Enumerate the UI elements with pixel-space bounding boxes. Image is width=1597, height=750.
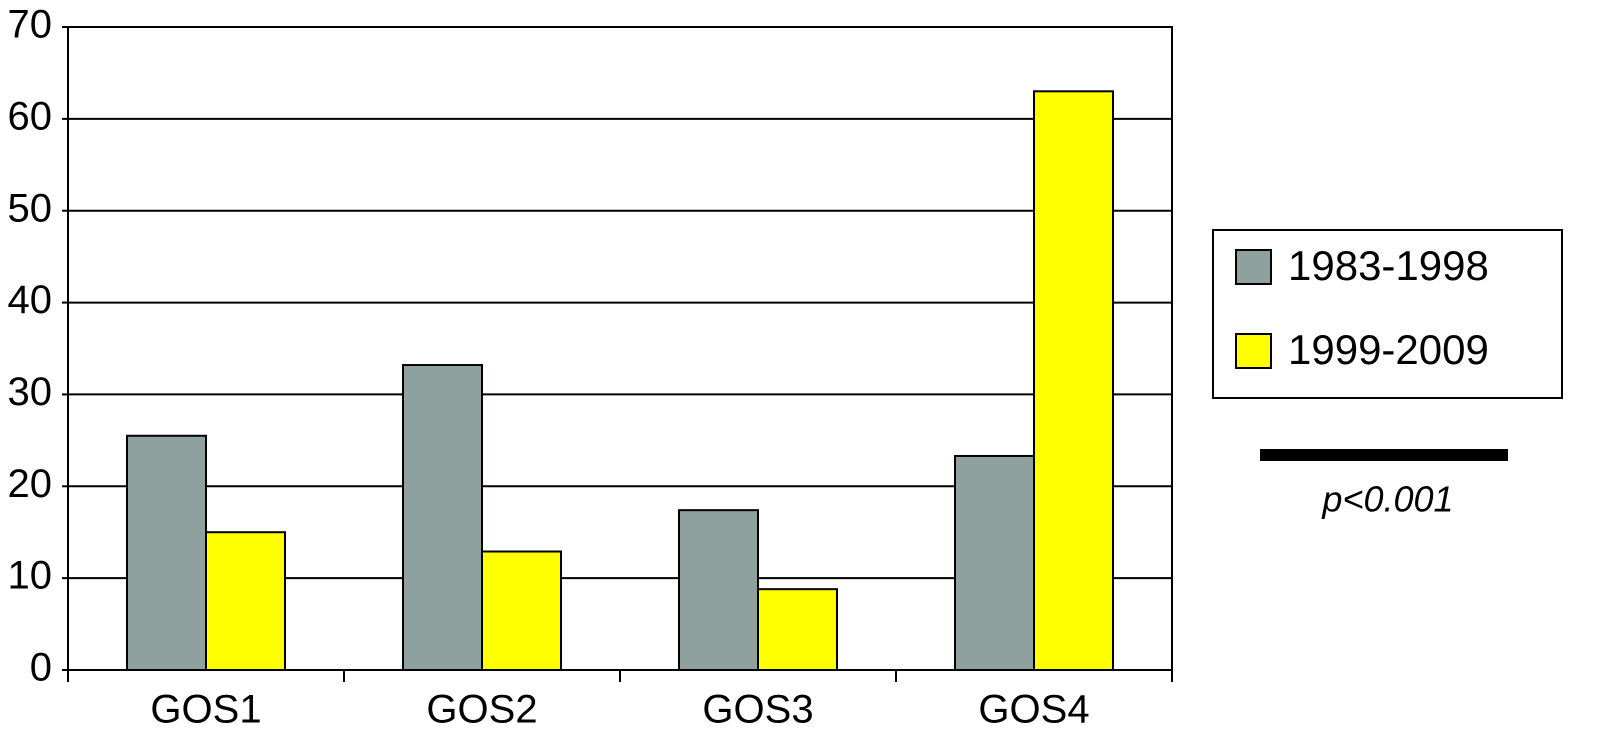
annotation: p<0.001 [1321, 479, 1453, 520]
y-tick-label: 70 [8, 3, 53, 47]
x-tick-label: GOS2 [426, 688, 537, 732]
x-tick-label: GOS3 [702, 688, 813, 732]
legend-swatch [1235, 333, 1272, 369]
bar [402, 364, 483, 671]
x-tick-label: GOS1 [150, 688, 261, 732]
bar [126, 434, 207, 671]
bar [205, 531, 286, 672]
y-tick-label: 20 [8, 462, 53, 506]
bar [481, 550, 562, 671]
legend-swatch [1235, 249, 1272, 285]
y-tick-label: 10 [8, 554, 53, 598]
legend-label: 1999-2009 [1288, 326, 1489, 373]
y-tick-label: 50 [8, 186, 53, 230]
bar [954, 454, 1035, 672]
y-tick-label: 60 [8, 94, 53, 138]
bar [1033, 90, 1114, 672]
bar [678, 509, 759, 671]
x-tick-label: GOS4 [978, 688, 1089, 732]
y-tick-label: 0 [30, 646, 52, 690]
bar [757, 588, 838, 671]
y-tick-label: 40 [8, 278, 53, 322]
y-tick-label: 30 [8, 370, 53, 414]
legend-label: 1983-1998 [1288, 242, 1489, 289]
